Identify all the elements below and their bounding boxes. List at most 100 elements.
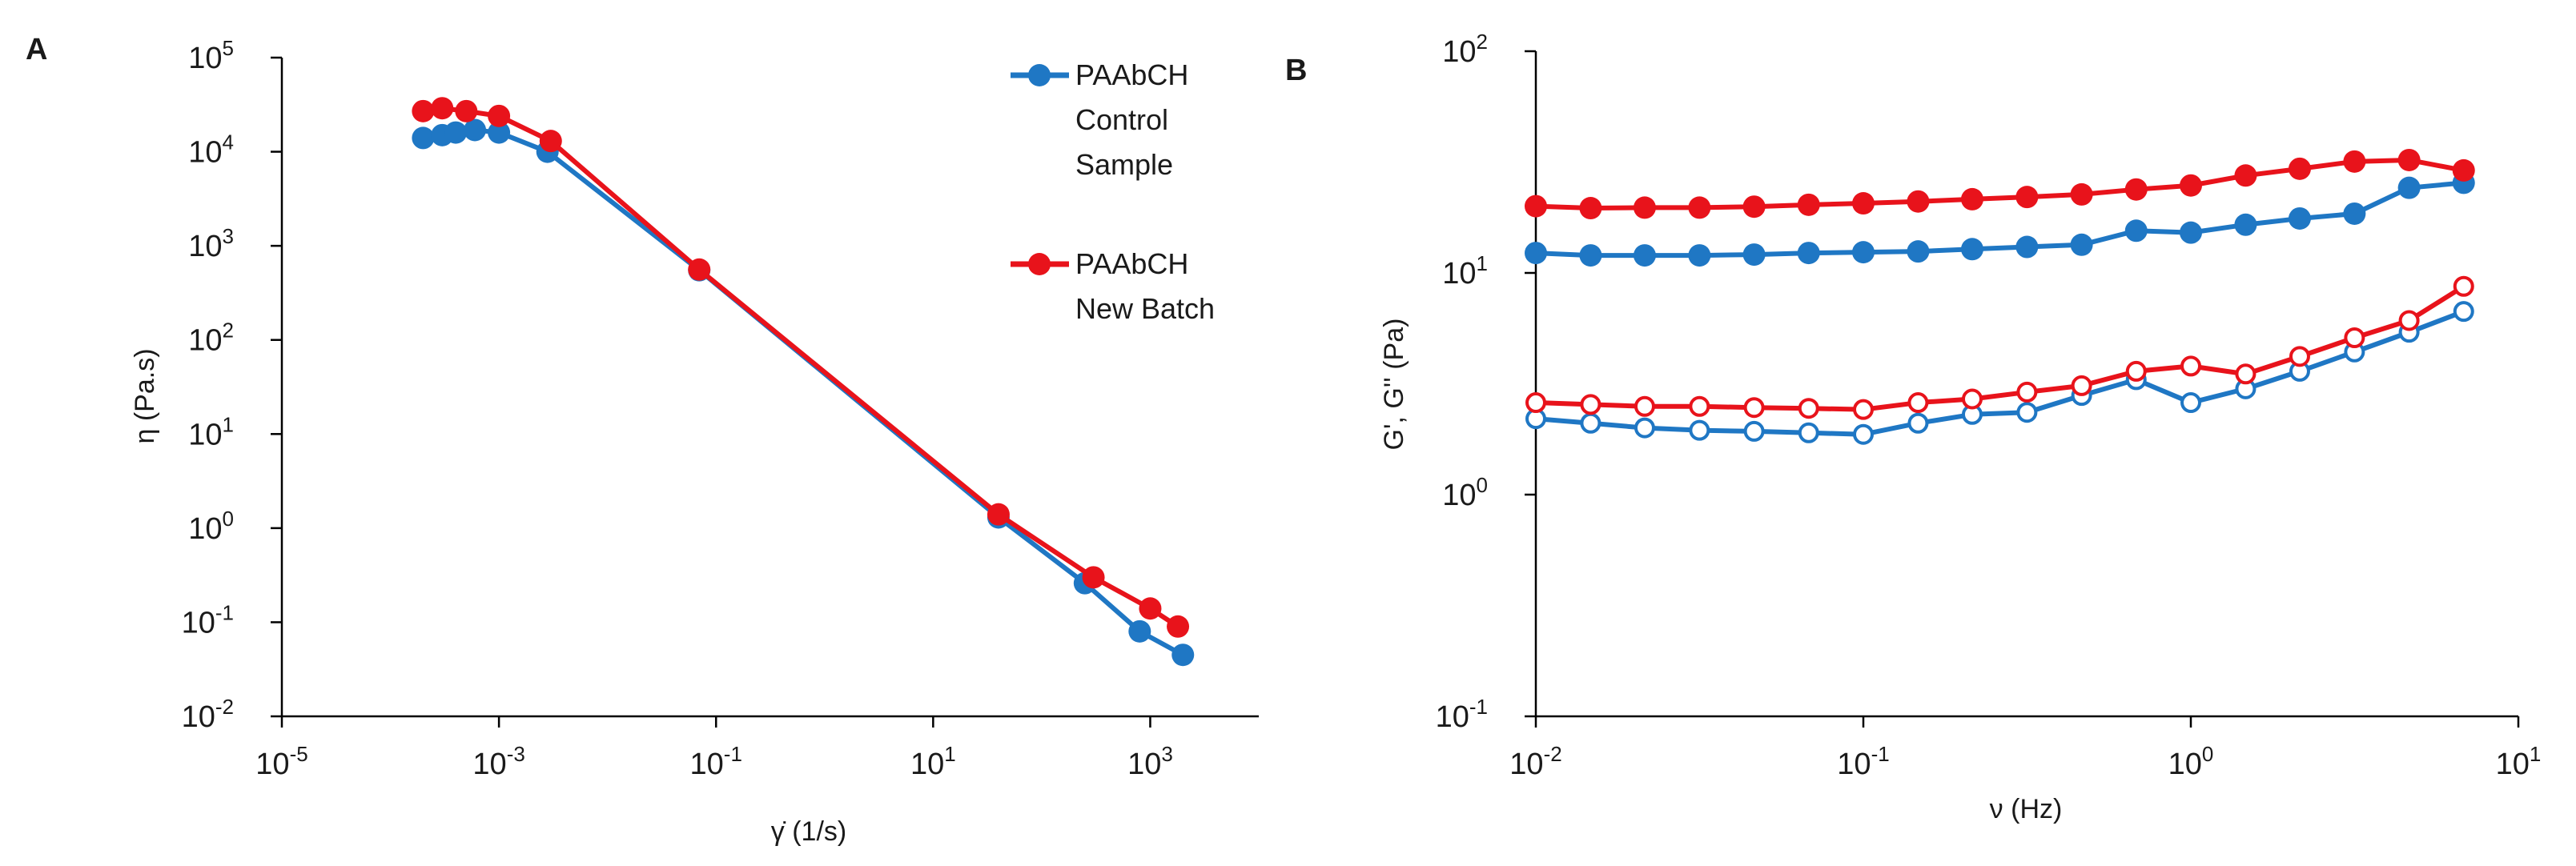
point-g-control-sample [1797,242,1820,265]
point-g-new-batch [2180,355,2201,377]
panel-b-y-tick-label-base: 10 [1442,35,1476,69]
point-paabch-new-batch [1167,615,1190,638]
point-paabch-new-batch [1139,597,1162,620]
point-g-control-sample [1580,412,1601,434]
series-line-g-control-sample [1535,309,2465,437]
point-paabch-control-sample [488,121,511,144]
panel-a-y-tick-label-base: 10 [188,136,222,170]
series-line-g-new-batch [1535,284,2465,412]
panel-a-y-tick-label-base: 10 [182,606,215,639]
point-g-new-batch [2234,164,2257,187]
panel-b-y-tick-label: 100 [1442,473,1488,512]
point-g-new-batch [1797,193,1820,216]
point-g-new-batch [2125,360,2147,382]
point-g-control-sample [1743,420,1765,442]
panel-b-x-tick-label-base: 10 [2168,748,2202,781]
panel-a-x-tick-label: 10-5 [255,742,307,781]
point-g-new-batch [1960,187,1983,210]
point-g-control-sample [2180,392,2201,414]
legend-control-text-2: Control [1075,103,1168,136]
point-g-control-sample [2397,176,2421,199]
point-g-new-batch [1525,194,1547,218]
point-g-new-batch [2343,150,2366,173]
panel-b-x-tick-label-base: 10 [2496,748,2530,781]
legend-newbatch-text-2: New Batch [1075,292,1215,325]
panel-a-y-tick-label-exp: -1 [215,600,234,624]
panel-b-y-tick-label: 10-1 [1436,695,1488,734]
point-g-control-sample [1853,423,1874,445]
point-paabch-control-sample [1171,643,1195,667]
point-g-new-batch [2397,148,2421,171]
point-paabch-control-sample [412,126,435,150]
panel-a-y-tick-label: 101 [188,412,234,451]
panel-a-y-tick-label-exp: 2 [223,319,234,343]
panel-a-y-label: η (Pa.s) [130,348,160,443]
panel-a-y-tick-label-exp: 0 [223,507,234,531]
point-g-new-batch [1798,398,1819,419]
panel-a-y-tick-label-exp: 4 [223,130,234,154]
panel-b-x-tick-label-exp: 0 [2202,742,2213,766]
panel-a-x-label: γ̇ (1/s) [771,816,846,847]
point-g-new-batch [2453,275,2474,297]
point-paabch-new-batch [412,99,435,122]
panel-b-y-tick-label-base: 10 [1442,257,1476,291]
point-paabch-new-batch [987,503,1010,526]
panel-a-y-tick-label-base: 10 [188,42,222,75]
panel-a-x-tick-label: 101 [910,742,956,781]
panel-a-x-tick-label-base: 10 [690,748,724,781]
panel-a-series [412,97,1195,667]
panel-a-y-tick-label: 102 [188,319,234,358]
point-g-new-batch [1907,190,1930,213]
panel-a-x-tick-label: 10-3 [472,742,524,781]
panel-b-x-tick-label: 10-2 [1509,742,1561,781]
legend-newbatch-marker [1028,253,1051,275]
panel-a-y-tick-label: 103 [188,224,234,263]
point-g-new-batch [1742,195,1766,219]
panel-b-x-tick-label: 101 [2496,742,2542,781]
point-g-control-sample [1852,241,1875,264]
legend-control-text-1: PAAbCH [1075,58,1188,91]
point-g-control-sample [1689,419,1710,441]
point-g-new-batch [2016,381,2038,403]
point-g-control-sample [1907,240,1930,263]
point-g-control-sample [2453,301,2474,323]
series-line-paabch-new-batch [422,106,1179,629]
point-g-control-sample [1960,238,1983,261]
panel-a-x-tick-label-base: 10 [910,748,944,781]
point-g-control-sample [1633,244,1656,267]
point-g-control-sample [2015,235,2039,259]
panel-a-y-tick-label: 100 [188,507,234,546]
point-g-new-batch [1688,196,1711,219]
panel-a-axes [280,58,1259,718]
panel-a-x-tick-label-base: 10 [1127,748,1161,781]
point-g-new-batch [2070,182,2093,206]
panel-b-axes [1534,51,2518,718]
point-g-new-batch [1579,197,1602,220]
point-g-control-sample [2288,206,2311,230]
point-paabch-new-batch [455,99,478,122]
panel-b-x-tick-label-exp: 1 [2530,742,2541,766]
point-g-new-batch [1633,196,1656,219]
panel-a-y-tick-label-exp: -2 [215,695,234,719]
point-g-new-batch [1743,397,1765,419]
point-g-new-batch [1634,395,1655,417]
point-g-control-sample [1688,244,1711,267]
point-g-control-sample [1742,243,1766,267]
point-paabch-new-batch [688,258,711,281]
panel-a-y-tick-label: 105 [188,36,234,75]
point-g-control-sample [2124,219,2148,243]
panel-a-y-tick-label-exp: 5 [223,36,234,60]
point-g-control-sample [2070,233,2093,256]
series-line-g-new-batch [1535,157,2465,211]
panel-a-x-tick-label-exp: -5 [290,742,308,766]
point-paabch-control-sample [464,118,487,142]
panel-b-y-tick-label-exp: 0 [1477,473,1488,497]
panel-b-x-tick-label-exp: -2 [1544,742,1562,766]
panel-a-y-tick-label-base: 10 [188,230,222,263]
panel-a-x-tick-label-exp: -1 [724,742,742,766]
panel-a-y-tick-label: 10-2 [182,695,234,734]
point-g-control-sample [1907,412,1929,434]
panel-b-y-tick-label-exp: -1 [1469,695,1488,719]
